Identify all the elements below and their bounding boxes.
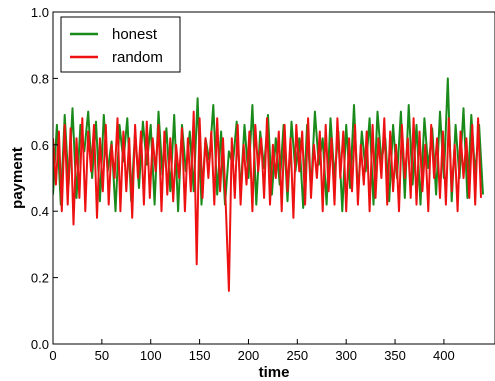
axis-ticks: 0 50 100 150 200 250 300 350 400 0.0 0.2 0.4 0.6 0.8 1… [31, 5, 455, 363]
y-tick-label: 1.0 [31, 5, 49, 20]
legend-label-random: random [112, 49, 163, 66]
x-tick-label: 300 [335, 348, 357, 363]
y-tick-label: 0.2 [31, 271, 49, 286]
legend-label-honest: honest [112, 26, 158, 43]
x-tick-label: 200 [238, 348, 260, 363]
x-axis-label: time [259, 364, 290, 381]
series-layer [53, 77, 484, 292]
x-tick-label: 400 [433, 348, 455, 363]
plot-frame [52, 11, 495, 345]
series-line-random [53, 110, 482, 292]
x-tick-label: 50 [95, 348, 109, 363]
x-tick-label: 100 [140, 348, 162, 363]
x-tick-label: 350 [384, 348, 406, 363]
y-axis-label: payment [9, 147, 26, 209]
y-tick-label: 0.0 [31, 337, 49, 352]
x-tick-label: 150 [189, 348, 211, 363]
y-tick-label: 0.8 [31, 71, 49, 86]
x-tick-label: 250 [286, 348, 308, 363]
legend: honest random [60, 16, 181, 73]
y-tick-label: 0.6 [31, 138, 49, 153]
legend-box [60, 16, 181, 73]
x-tick-label: 0 [49, 348, 56, 363]
y-tick-label: 0.4 [31, 204, 49, 219]
